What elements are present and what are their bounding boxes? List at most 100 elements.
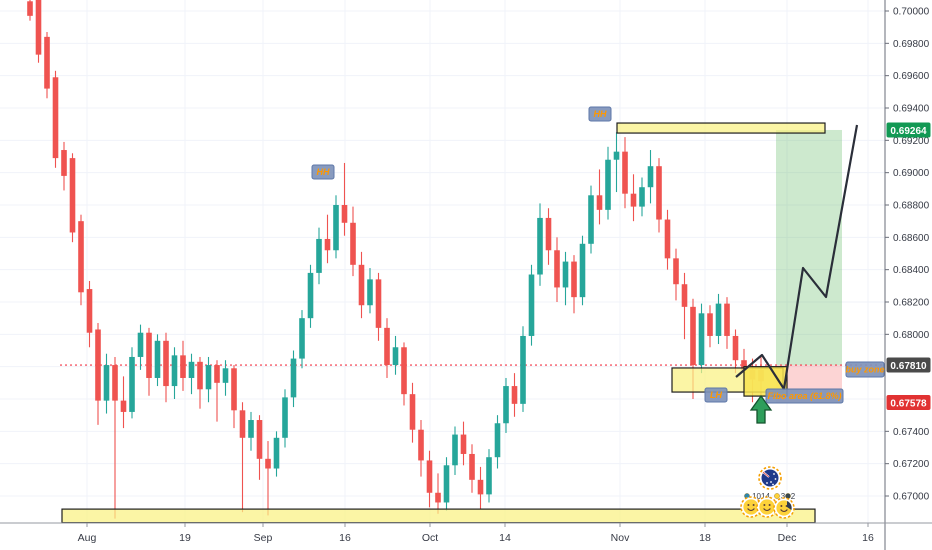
candle-body	[588, 195, 594, 244]
chip-text: HH	[317, 167, 330, 177]
price-tick-label: 0.67400	[893, 427, 930, 438]
candle-body	[741, 360, 747, 370]
price-tick-label: 0.70000	[893, 6, 930, 17]
candle-body	[188, 361, 195, 378]
candle-body	[333, 204, 339, 251]
price-tick-label: 0.68400	[893, 265, 930, 276]
candle-body	[129, 356, 135, 412]
profit-target-area[interactable]	[776, 129, 842, 366]
candle-body	[248, 420, 254, 438]
candle-body	[571, 261, 577, 298]
chip-text: buy zone	[845, 365, 884, 375]
candle-body	[486, 457, 492, 495]
candle-body	[299, 318, 305, 359]
candle-body	[112, 365, 118, 401]
candle-body	[222, 368, 229, 383]
candle-body	[520, 335, 526, 404]
candle-body	[61, 150, 67, 176]
candle-body	[358, 264, 365, 306]
chip-background	[704, 387, 728, 403]
time-tick-label: Dec	[778, 532, 797, 544]
price-tick-label: 0.69200	[893, 136, 930, 147]
candle-body	[265, 458, 271, 469]
candle-body	[528, 274, 535, 336]
buy-zone-label[interactable]: buy zone	[845, 361, 885, 378]
candle-body	[290, 358, 297, 398]
candle-body	[630, 193, 637, 207]
reaction-count: 1014	[752, 492, 770, 501]
reaction-count: 3	[781, 492, 786, 501]
price-badge-entry: 0.67810	[886, 357, 931, 373]
candle-body	[205, 365, 212, 390]
candle-body	[639, 187, 645, 207]
emoji-mouth	[763, 508, 771, 512]
time-tick-label: 14	[499, 532, 511, 544]
chip-text: HH	[594, 109, 607, 119]
candle-body	[724, 303, 730, 336]
price-axis-background	[886, 0, 932, 550]
candle-body	[307, 272, 314, 319]
price-tick-label: 0.69400	[893, 103, 930, 114]
price-tick-label: 0.68000	[893, 330, 930, 341]
laughing-emoji-icon	[759, 499, 775, 515]
time-axis[interactable]: Aug 19 Sep 16 Oct 14 Nov 18 Dec 16	[0, 522, 932, 544]
candle-body	[664, 219, 671, 259]
time-tick-label: Sep	[254, 532, 273, 544]
candle-body	[350, 222, 356, 265]
laughing-emoji-icon	[743, 499, 759, 515]
candle-body	[341, 204, 348, 223]
candle-body	[52, 77, 59, 159]
price-tick-label: 0.68200	[893, 297, 930, 308]
candle-body	[282, 397, 288, 438]
candle-body	[146, 332, 152, 378]
reaction-count: 2	[791, 492, 796, 501]
candle-body	[409, 394, 416, 430]
candle-body	[401, 347, 407, 395]
hh-label-1[interactable]: HH	[311, 164, 335, 180]
fibo-area-label[interactable]: Fibo area (61.8%)	[765, 388, 844, 404]
candle-body	[732, 335, 739, 361]
support-zone-bottom[interactable]	[61, 508, 816, 524]
flag-jack-stripe-red	[762, 471, 770, 478]
emoji-eye	[763, 504, 766, 506]
price-tick-label: 0.69800	[893, 39, 930, 50]
candles	[27, 0, 764, 519]
idea-markers-cluster[interactable]: 1014 3 2	[740, 466, 796, 519]
candle-body	[503, 386, 509, 424]
resistance-zone-top[interactable]	[616, 122, 826, 134]
price-badge-background	[886, 357, 931, 373]
hh-label-2[interactable]: HH	[588, 106, 612, 122]
candle-body	[35, 0, 42, 55]
chip-background	[765, 388, 844, 404]
price-tick-label: 0.68800	[893, 200, 930, 211]
time-tick-label: Nov	[611, 532, 630, 544]
candle-body	[698, 313, 705, 366]
count-icon	[774, 493, 780, 499]
candle-body	[656, 166, 662, 220]
candle-body	[78, 221, 84, 293]
emoji-eye	[768, 504, 771, 506]
candle-body	[622, 151, 628, 194]
chip-text: LH	[710, 390, 722, 400]
chip-text: Fibo area (61.8%)	[767, 391, 841, 401]
candle-body	[324, 238, 331, 251]
lh-label[interactable]: LH	[704, 387, 728, 403]
price-axis[interactable]: 0.70000 0.69800 0.69600 0.69400 0.69200 0.690…	[884, 0, 932, 550]
grid-lines	[0, 0, 885, 523]
price-badge-text: 0.69264	[890, 126, 927, 137]
emoji-eye	[780, 505, 783, 507]
up-arrow-marker[interactable]	[749, 394, 773, 424]
candle-body	[460, 434, 467, 454]
emoji-mouth	[780, 509, 788, 513]
emoji-shade	[787, 501, 792, 510]
candle-body	[537, 217, 543, 275]
candle-body	[180, 355, 186, 378]
projection-trend-line[interactable]	[735, 124, 859, 391]
candle-body	[418, 429, 424, 461]
candle-body	[690, 306, 696, 366]
candle-body	[197, 361, 203, 390]
candle-body	[443, 465, 450, 503]
flag-star	[774, 478, 777, 480]
